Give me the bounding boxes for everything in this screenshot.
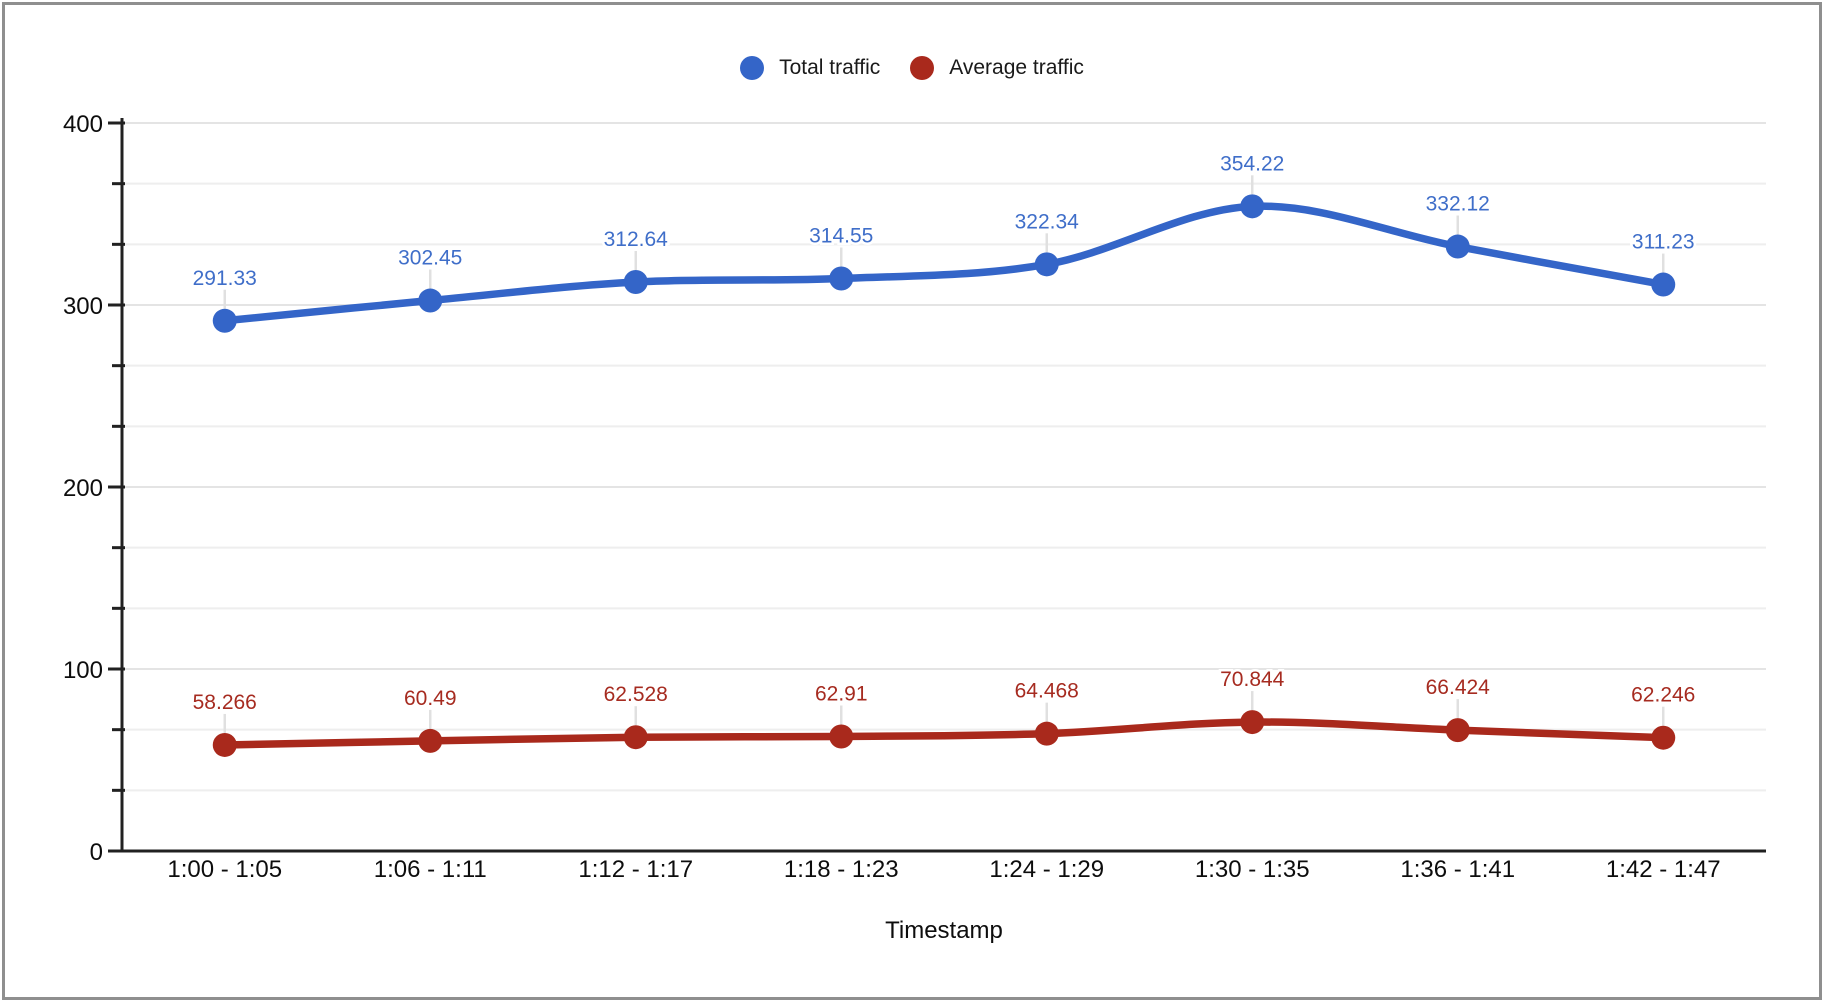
- x-axis-title: Timestamp: [885, 917, 1003, 944]
- legend-item-average-traffic[interactable]: Average traffic: [910, 56, 1084, 80]
- data-label-average-traffic: 66.424: [1426, 676, 1491, 699]
- data-point-average-traffic-4[interactable]: [1034, 721, 1059, 746]
- x-axis-category-label: 1:36 - 1:41: [1400, 856, 1515, 883]
- y-axis-tick-label: 300: [63, 293, 103, 320]
- data-point-average-traffic-1[interactable]: [418, 728, 443, 753]
- data-point-average-traffic-2[interactable]: [623, 725, 648, 750]
- data-point-average-traffic-0[interactable]: [212, 732, 237, 757]
- x-axis-category-label: 1:18 - 1:23: [784, 856, 899, 883]
- x-axis-category-label: 1:24 - 1:29: [989, 856, 1104, 883]
- data-label-total-traffic: 312.64: [604, 228, 669, 251]
- data-point-total-traffic-5[interactable]: [1240, 194, 1265, 219]
- data-point-average-traffic-3[interactable]: [829, 724, 854, 749]
- data-label-total-traffic: 354.22: [1220, 152, 1284, 175]
- series-line-average-traffic: [221, 718, 1667, 749]
- chart-legend: Total traffic Average traffic: [0, 56, 1824, 80]
- y-axis-tick-label: 100: [63, 657, 103, 684]
- data-label-total-traffic: 314.55: [809, 225, 873, 248]
- legend-item-total-traffic[interactable]: Total traffic: [740, 56, 880, 80]
- data-label-average-traffic: 64.468: [1015, 680, 1079, 703]
- x-axis-category-label: 1:12 - 1:17: [578, 856, 693, 883]
- data-point-average-traffic-6[interactable]: [1445, 718, 1470, 743]
- data-point-average-traffic-5[interactable]: [1240, 710, 1265, 735]
- data-point-total-traffic-4[interactable]: [1034, 252, 1059, 277]
- data-label-average-traffic: 70.844: [1220, 668, 1285, 691]
- data-point-total-traffic-3[interactable]: [829, 266, 854, 291]
- x-axis-category-label: 1:42 - 1:47: [1606, 856, 1721, 883]
- y-axis-tick-label: 400: [63, 111, 103, 138]
- x-axis-category-label: 1:30 - 1:35: [1195, 856, 1310, 883]
- series-line-total-traffic: [221, 202, 1667, 325]
- data-point-average-traffic-7[interactable]: [1651, 725, 1676, 750]
- data-label-total-traffic: 291.33: [193, 267, 257, 290]
- data-point-total-traffic-0[interactable]: [212, 308, 237, 333]
- legend-marker-circle-icon: [910, 56, 935, 80]
- data-label-average-traffic: 60.49: [404, 687, 457, 710]
- data-label-average-traffic: 58.266: [193, 691, 257, 714]
- legend-marker-circle-icon: [740, 56, 765, 80]
- data-label-total-traffic: 302.45: [398, 247, 462, 270]
- data-label-total-traffic: 322.34: [1015, 210, 1080, 233]
- data-point-total-traffic-2[interactable]: [623, 269, 648, 294]
- data-label-total-traffic: 332.12: [1426, 193, 1490, 216]
- data-point-total-traffic-6[interactable]: [1445, 234, 1470, 259]
- data-label-average-traffic: 62.528: [604, 683, 668, 706]
- legend-label-average-traffic: Average traffic: [949, 56, 1084, 79]
- data-label-total-traffic: 311.23: [1632, 231, 1695, 254]
- legend-label-total-traffic: Total traffic: [779, 56, 881, 79]
- y-axis-tick-label: 200: [63, 475, 103, 502]
- x-axis-category-label: 1:06 - 1:11: [374, 856, 487, 883]
- data-label-average-traffic: 62.246: [1631, 684, 1695, 707]
- data-point-total-traffic-1[interactable]: [418, 288, 443, 313]
- x-axis-category-label: 1:00 - 1:05: [167, 856, 282, 883]
- y-axis-tick-label: 0: [90, 839, 103, 866]
- data-point-total-traffic-7[interactable]: [1651, 272, 1676, 297]
- data-label-average-traffic: 62.91: [815, 683, 868, 706]
